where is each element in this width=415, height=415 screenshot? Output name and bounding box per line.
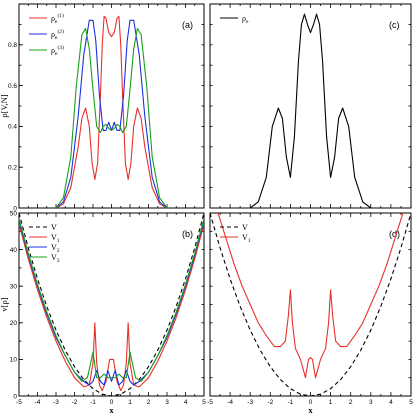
legend-label-a-1: ρe(2) — [51, 28, 64, 41]
y-axis-label-a: ρ[V,N] — [0, 94, 9, 117]
legend-label-b-2: V2 — [51, 243, 60, 254]
x-tick-label-d: 1 — [329, 399, 333, 406]
x-tick-label-b: -1 — [90, 399, 96, 406]
x-tick-label-d: -5 — [207, 399, 213, 406]
y-tick-label-b: 30 — [10, 284, 18, 291]
x-tick-label-d: 5 — [409, 399, 413, 406]
series-line-b-2 — [19, 220, 204, 386]
x-tick-label-d: 3 — [369, 399, 373, 406]
panel-a-density-components: 0 0.2 0.4 0.6 0.8 ρ[V,N] (a) ρe(1) ρe(2) ρe(3) — [0, 3, 205, 212]
x-tick-label-b: 1 — [128, 399, 132, 406]
x-tick-label-b: 0 — [110, 399, 114, 406]
panel-b-potential-components: -5 -4 -3 -2 -1 0 1 2 3 4 501020304050v[ρ]x(b)VV1V2… — [0, 210, 206, 415]
panel-c-total-density: (c) ρe — [209, 3, 412, 209]
legend-label-b-1: V1 — [51, 233, 60, 244]
y-tick-label-a: 0.2 — [8, 165, 17, 172]
x-tick-label-d: 4 — [389, 399, 393, 406]
x-tick-label-d: -3 — [247, 399, 253, 406]
series-line-b-1 — [19, 223, 204, 392]
series-line-a-0 — [55, 15, 168, 208]
legend-label-a-0: ρe(1) — [51, 12, 64, 25]
y-tick-label-a: 0.8 — [8, 42, 17, 49]
plot-frame-a — [18, 3, 205, 209]
x-tick-label-b: -4 — [35, 399, 41, 406]
y-tick-label-a: 0 — [13, 205, 17, 212]
panel-tag-d: (d) — [389, 229, 400, 239]
x-tick-label-b: 4 — [184, 399, 188, 406]
y-tick-label-b: 40 — [10, 247, 18, 254]
x-axis-label-d: x — [308, 405, 313, 415]
x-tick-label-b: 2 — [147, 399, 151, 406]
legend-label-c-0: ρe — [242, 14, 249, 25]
legend-label-d-1: V1 — [242, 233, 251, 244]
x-tick-label-b: -5 — [16, 399, 22, 406]
y-tick-label-a: 0.4 — [8, 124, 17, 131]
x-tick-label-d: -1 — [288, 399, 294, 406]
x-tick-label-b: 5 — [202, 399, 206, 406]
plot-frame-d — [209, 212, 412, 397]
x-tick-label-b: -2 — [72, 399, 78, 406]
y-tick-label-b: 10 — [10, 357, 18, 364]
x-tick-label-b: 3 — [165, 399, 169, 406]
x-axis-label-b: x — [109, 405, 114, 415]
y-tick-label-b: 20 — [10, 320, 18, 327]
x-tick-label-d: -4 — [227, 399, 233, 406]
y-tick-label-b: 0 — [13, 393, 17, 400]
panel-tag-a: (a) — [182, 20, 193, 30]
series-line-a-2 — [55, 27, 168, 208]
y-tick-label-b: 50 — [10, 210, 18, 217]
legend-label-b-0: V — [51, 223, 57, 232]
x-tick-label-b: -3 — [53, 399, 59, 406]
series-line-d-1 — [217, 213, 404, 379]
legend-label-d-0: V — [242, 223, 248, 232]
y-tick-label-a: 0.6 — [8, 83, 17, 90]
plot-frame-b — [18, 212, 205, 397]
legend-label-a-2: ρe(3) — [51, 44, 64, 57]
series-line-b-3 — [19, 218, 204, 382]
y-axis-label-b: v[ρ] — [0, 297, 9, 311]
plot-frame-c — [209, 3, 412, 209]
series-line-d-0 — [210, 213, 411, 396]
panel-tag-c: (c) — [389, 20, 400, 30]
series-line-c-0 — [249, 13, 372, 208]
panel-tag-b: (b) — [182, 229, 193, 239]
legend-label-b-3: V3 — [51, 253, 60, 264]
x-tick-label-d: -2 — [267, 399, 273, 406]
x-tick-label-d: 2 — [349, 399, 353, 406]
series-line-b-0 — [19, 213, 204, 396]
panel-d-potential-total: -5 -4 -3 -2 -1 0 1 2 3 4 5 x (d) VV1 — [207, 212, 413, 415]
x-tick-label-d: 0 — [309, 399, 313, 406]
